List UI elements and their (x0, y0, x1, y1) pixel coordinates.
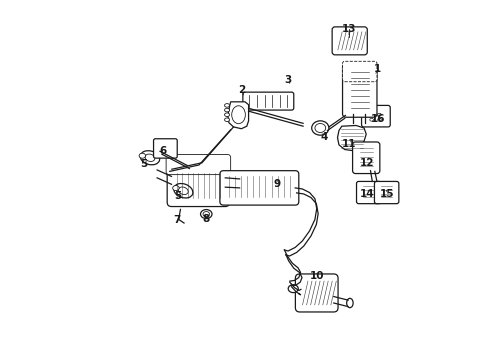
Ellipse shape (224, 113, 230, 117)
Ellipse shape (315, 123, 326, 132)
Ellipse shape (178, 187, 188, 194)
Polygon shape (338, 126, 366, 150)
Text: 3: 3 (284, 75, 292, 85)
Text: 11: 11 (342, 139, 356, 149)
FancyBboxPatch shape (295, 274, 338, 312)
Ellipse shape (139, 153, 146, 158)
FancyBboxPatch shape (343, 63, 377, 117)
Text: 6: 6 (159, 145, 166, 156)
FancyBboxPatch shape (374, 181, 399, 204)
Text: 4: 4 (320, 132, 328, 142)
Text: 7: 7 (173, 215, 180, 225)
FancyBboxPatch shape (243, 92, 294, 110)
FancyBboxPatch shape (153, 139, 177, 158)
Ellipse shape (370, 118, 373, 121)
Ellipse shape (224, 118, 230, 122)
Text: 5: 5 (140, 159, 147, 169)
Text: 16: 16 (370, 114, 385, 124)
FancyBboxPatch shape (343, 61, 377, 82)
FancyBboxPatch shape (332, 27, 368, 55)
Ellipse shape (346, 298, 353, 308)
Text: 5: 5 (174, 191, 181, 201)
Text: 8: 8 (202, 215, 209, 224)
Text: 15: 15 (379, 189, 394, 199)
Ellipse shape (172, 185, 179, 190)
Text: 14: 14 (360, 189, 374, 199)
Ellipse shape (378, 113, 381, 116)
Ellipse shape (370, 113, 373, 116)
Ellipse shape (224, 104, 230, 107)
Text: 2: 2 (238, 85, 245, 95)
Ellipse shape (232, 106, 245, 124)
Ellipse shape (224, 108, 230, 112)
FancyBboxPatch shape (166, 154, 231, 175)
Ellipse shape (288, 285, 298, 293)
Text: 10: 10 (310, 271, 324, 281)
Polygon shape (228, 102, 248, 129)
FancyBboxPatch shape (353, 142, 380, 174)
FancyBboxPatch shape (220, 171, 299, 205)
Text: 13: 13 (342, 24, 356, 35)
Ellipse shape (174, 184, 193, 198)
Ellipse shape (312, 121, 329, 135)
Ellipse shape (140, 151, 160, 165)
FancyBboxPatch shape (167, 156, 230, 207)
Ellipse shape (200, 210, 212, 219)
FancyBboxPatch shape (362, 105, 390, 127)
Ellipse shape (203, 212, 210, 217)
Ellipse shape (145, 154, 155, 162)
Text: 1: 1 (374, 64, 381, 74)
Text: 12: 12 (360, 158, 374, 168)
Text: 9: 9 (274, 179, 281, 189)
FancyBboxPatch shape (357, 181, 381, 204)
Ellipse shape (378, 118, 381, 121)
